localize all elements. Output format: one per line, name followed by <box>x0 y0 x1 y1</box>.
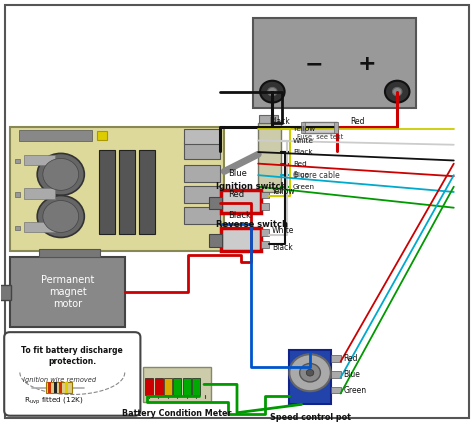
Bar <box>59 382 62 393</box>
Bar <box>19 130 92 141</box>
Bar <box>100 150 115 234</box>
Text: Blue: Blue <box>344 370 360 379</box>
Bar <box>10 128 224 251</box>
Text: Red: Red <box>350 116 365 125</box>
Text: Ignition switch: Ignition switch <box>216 182 286 191</box>
Bar <box>48 382 51 393</box>
Text: Black: Black <box>228 211 251 220</box>
Bar <box>220 228 261 251</box>
Bar <box>261 241 269 248</box>
Text: Black: Black <box>269 116 290 125</box>
Bar <box>39 249 100 258</box>
Text: Blue: Blue <box>293 172 309 178</box>
Bar <box>139 150 155 234</box>
Bar <box>209 197 222 209</box>
Circle shape <box>392 88 402 96</box>
Text: Green: Green <box>344 385 366 394</box>
Bar <box>54 382 56 393</box>
Text: Red: Red <box>228 190 244 199</box>
Text: To fit battery discharge
protection.: To fit battery discharge protection. <box>21 346 123 366</box>
Bar <box>0 284 11 300</box>
Circle shape <box>37 153 84 196</box>
Bar <box>145 378 153 395</box>
Bar <box>184 165 219 182</box>
Bar <box>254 18 416 108</box>
Bar <box>173 378 182 395</box>
Text: Reverse switch: Reverse switch <box>216 220 288 229</box>
Text: Permanent
magnet
motor: Permanent magnet motor <box>41 275 94 309</box>
Bar <box>10 258 125 327</box>
Bar <box>334 122 338 133</box>
Bar <box>15 159 20 163</box>
Bar <box>143 367 211 402</box>
Bar <box>192 378 200 395</box>
Text: Ignition wire removed: Ignition wire removed <box>23 377 96 383</box>
Bar <box>301 122 305 133</box>
Text: Fuse, see text: Fuse, see text <box>297 133 343 139</box>
Circle shape <box>289 354 331 391</box>
Circle shape <box>43 201 79 232</box>
Bar <box>65 382 68 393</box>
Text: −: − <box>304 54 323 74</box>
Circle shape <box>37 196 84 238</box>
Circle shape <box>300 363 320 382</box>
Text: 6 core cable: 6 core cable <box>293 170 340 180</box>
Text: Red: Red <box>344 354 358 363</box>
Text: Blue: Blue <box>228 169 247 178</box>
Text: $\mathregular{R_{uvp}}$ fitted (12K): $\mathregular{R_{uvp}}$ fitted (12K) <box>24 396 84 407</box>
Circle shape <box>260 81 284 102</box>
Bar <box>183 378 191 395</box>
Circle shape <box>385 81 410 102</box>
Text: Black: Black <box>293 149 313 155</box>
Text: White: White <box>272 226 294 235</box>
Bar <box>97 130 108 140</box>
Bar <box>119 150 135 234</box>
Bar <box>209 234 222 247</box>
Bar <box>15 193 20 197</box>
Text: Battery Condition Meter: Battery Condition Meter <box>122 409 232 418</box>
Text: Green: Green <box>293 184 315 190</box>
Text: Yellow: Yellow <box>293 126 315 132</box>
Circle shape <box>43 159 79 190</box>
Bar <box>303 122 337 133</box>
Bar <box>220 190 261 213</box>
Bar <box>184 130 219 144</box>
Bar <box>184 142 219 159</box>
Circle shape <box>268 88 277 96</box>
Text: Black: Black <box>272 243 292 252</box>
Text: Red: Red <box>293 161 307 167</box>
Bar <box>259 115 278 123</box>
Bar <box>261 192 269 198</box>
Text: +: + <box>358 54 377 74</box>
Bar <box>289 350 331 404</box>
Bar <box>331 371 341 377</box>
Bar <box>24 188 55 198</box>
Bar <box>258 123 281 193</box>
Bar <box>46 382 72 393</box>
Text: Yellow: Yellow <box>272 187 295 196</box>
Bar <box>184 186 219 203</box>
Circle shape <box>306 369 314 376</box>
Text: Speed control pot: Speed control pot <box>270 413 350 422</box>
Bar <box>24 155 55 165</box>
Bar <box>261 230 269 236</box>
Bar <box>15 226 20 230</box>
Bar <box>331 355 341 362</box>
Text: White: White <box>293 138 314 144</box>
Bar <box>164 378 172 395</box>
Bar <box>155 378 163 395</box>
Bar <box>24 222 55 232</box>
FancyBboxPatch shape <box>4 332 140 416</box>
Bar <box>261 203 269 210</box>
Bar <box>184 207 219 224</box>
Bar <box>331 387 341 394</box>
